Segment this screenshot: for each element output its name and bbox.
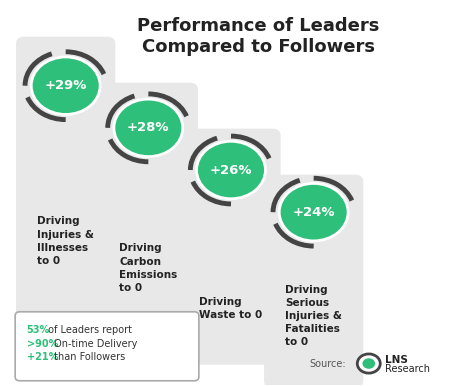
Text: Performance of Leaders
Compared to Followers: Performance of Leaders Compared to Follo… <box>137 17 380 56</box>
Text: Driving
Waste to 0: Driving Waste to 0 <box>200 297 262 320</box>
Text: Source:: Source: <box>309 359 346 369</box>
Text: +28%: +28% <box>127 121 170 134</box>
Text: +29%: +29% <box>44 79 87 92</box>
Circle shape <box>357 354 380 373</box>
Circle shape <box>114 99 183 157</box>
Circle shape <box>279 183 348 241</box>
Text: Driving
Serious
Injuries &
Fatalities
to 0: Driving Serious Injuries & Fatalities to… <box>285 284 342 347</box>
FancyBboxPatch shape <box>16 37 116 319</box>
FancyBboxPatch shape <box>15 312 199 381</box>
FancyBboxPatch shape <box>99 83 198 342</box>
FancyBboxPatch shape <box>182 129 280 365</box>
Text: Research: Research <box>385 364 430 374</box>
Circle shape <box>363 358 375 369</box>
Circle shape <box>31 57 100 114</box>
Text: 53%: 53% <box>27 325 50 335</box>
Text: Driving
Injuries &
Illnesses
to 0: Driving Injuries & Illnesses to 0 <box>37 217 94 266</box>
Text: +26%: +26% <box>210 164 252 176</box>
Text: of Leaders report: of Leaders report <box>44 325 132 335</box>
Text: LNS: LNS <box>385 355 407 365</box>
Text: >90%: >90% <box>27 339 58 349</box>
Text: +24%: +24% <box>292 206 335 218</box>
Text: than Followers: than Followers <box>50 352 125 362</box>
Text: On-time Delivery: On-time Delivery <box>50 339 137 349</box>
Circle shape <box>196 141 266 199</box>
Text: +21%: +21% <box>27 352 58 362</box>
Text: Driving
Carbon
Emissions
to 0: Driving Carbon Emissions to 0 <box>119 244 177 293</box>
FancyBboxPatch shape <box>264 174 363 386</box>
